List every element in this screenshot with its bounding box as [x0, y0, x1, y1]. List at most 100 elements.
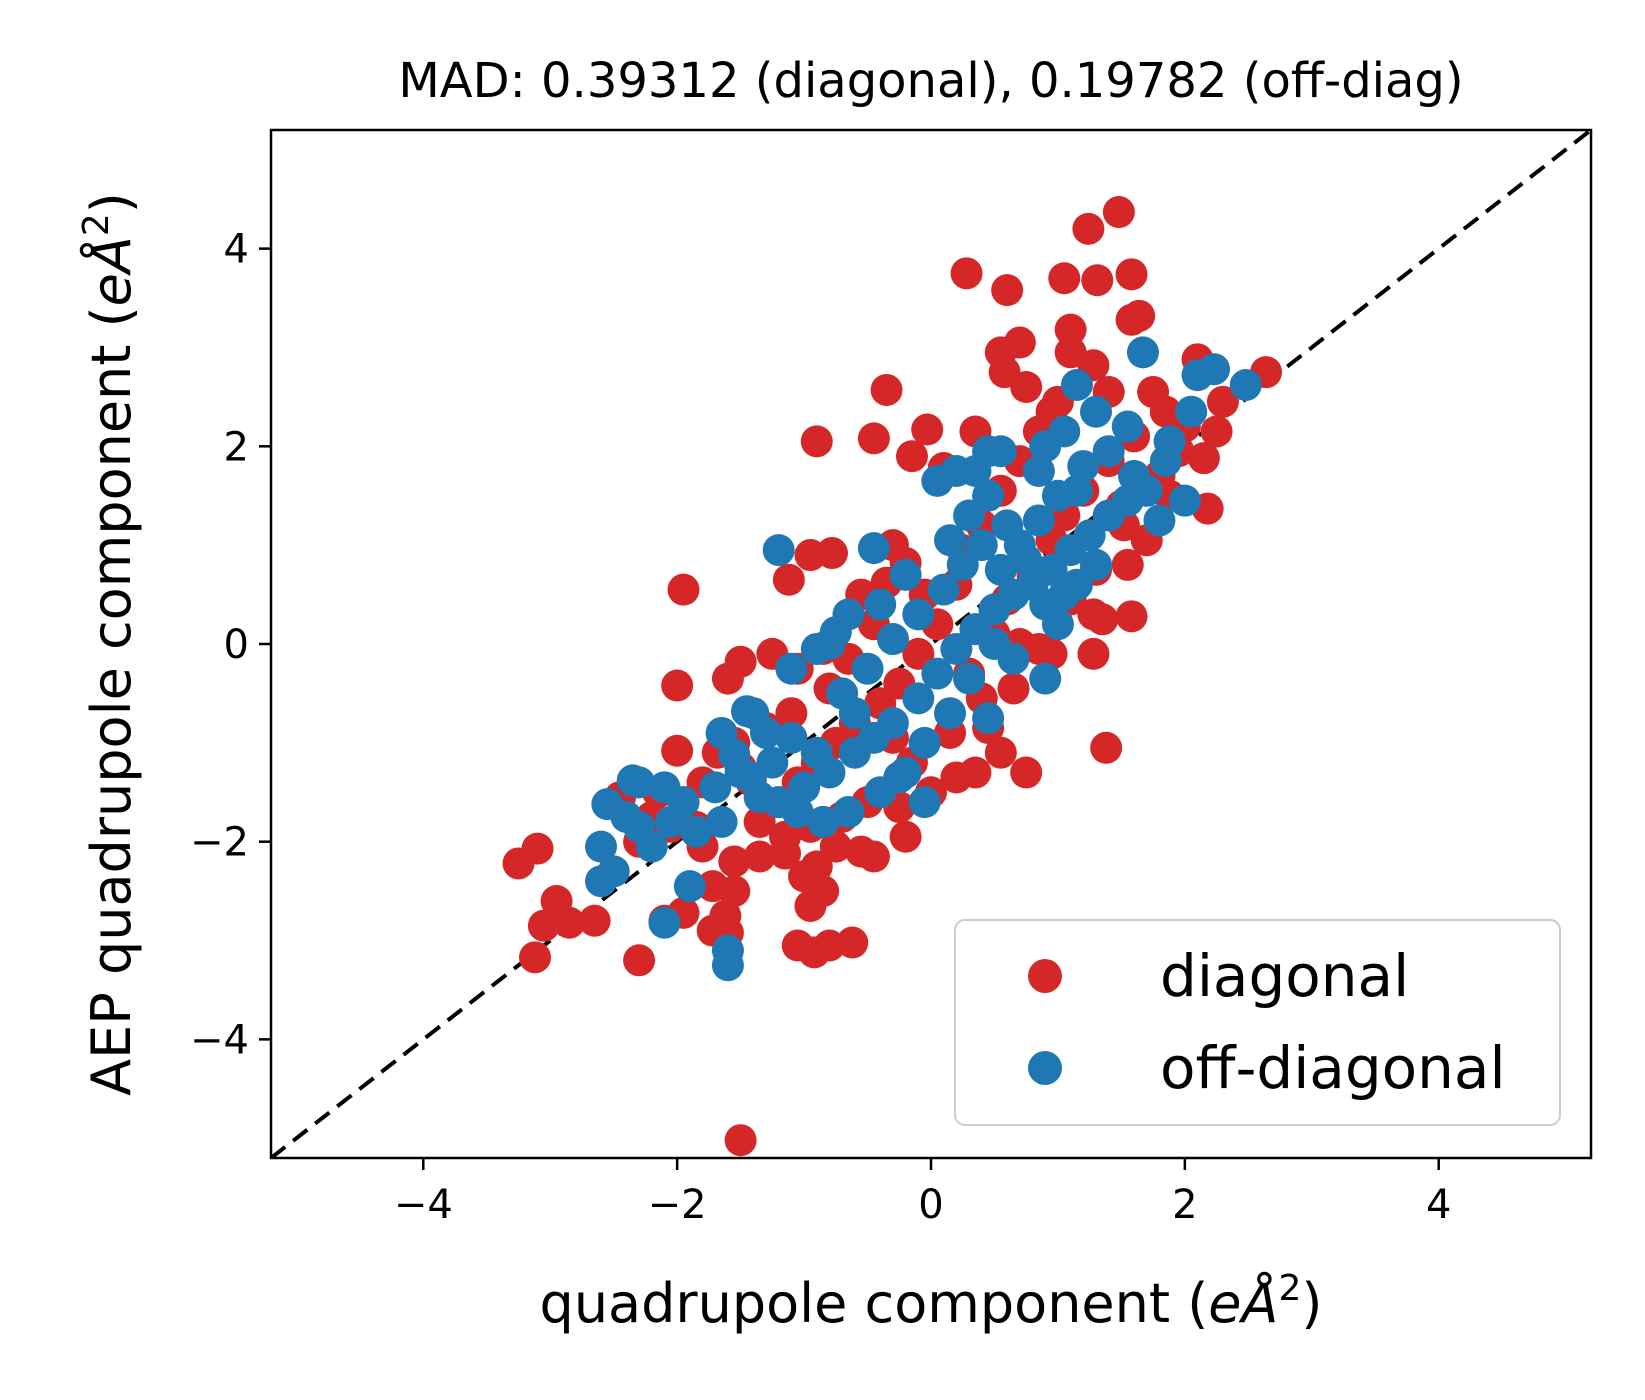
off-diagonal-point: [1143, 504, 1176, 537]
off-diagonal-point: [965, 529, 998, 562]
chart-title: MAD: 0.39312 (diagonal), 0.19782 (off-di…: [398, 53, 1463, 109]
off-diagonal-point: [724, 756, 757, 789]
y-tick-label: 4: [224, 227, 249, 273]
y-tick-label: 0: [224, 622, 249, 668]
off-diagonal-point: [851, 652, 884, 685]
y-tick-label: 2: [224, 424, 249, 470]
off-diagonal-point: [889, 558, 922, 591]
off-diagonal-point: [635, 830, 668, 863]
off-diagonal-point: [972, 702, 1005, 735]
off-diagonal-point: [902, 598, 935, 631]
off-diagonal-point: [1022, 455, 1055, 488]
off-diagonal-point: [1029, 430, 1062, 463]
y-axis-label-text: AEP quadrupole component (: [80, 306, 143, 1096]
diagonal-point: [1077, 598, 1110, 631]
diagonal-point: [1072, 212, 1105, 245]
diagonal-point: [743, 805, 776, 838]
off-diagonal-point: [934, 697, 967, 730]
off-diagonal-point: [940, 632, 973, 665]
off-diagonal-point: [1080, 548, 1112, 581]
diagonal-point: [1123, 299, 1156, 332]
diagonal-point: [911, 413, 944, 446]
off-diagonal-point: [585, 865, 617, 898]
x-axis-label: quadrupole component (eÅ2): [540, 1268, 1323, 1335]
off-diagonal-point: [984, 435, 1017, 468]
off-diagonal-point: [762, 534, 795, 567]
off-diagonal-point: [673, 870, 706, 903]
off-diagonal-point: [857, 532, 890, 565]
off-diagonal-point: [908, 726, 941, 759]
diagonal-point: [718, 875, 751, 908]
off-diagonal-point: [921, 464, 954, 497]
diagonal-point: [772, 563, 805, 596]
x-axis-label-close: ): [1301, 1272, 1322, 1335]
off-diagonal-point: [921, 657, 954, 690]
diagonal-point: [991, 274, 1024, 307]
diagonal-point: [1003, 326, 1036, 359]
x-tick-label: 2: [1172, 1182, 1197, 1228]
diagonal-point: [1090, 731, 1123, 764]
diagonal-point: [1200, 415, 1233, 448]
off-diagonal-point: [800, 736, 833, 769]
x-axis-label-text: quadrupole component (: [540, 1272, 1209, 1335]
diagonal-point: [623, 944, 656, 977]
legend-label-off-diagonal: off-diagonal: [1160, 1034, 1506, 1102]
diagonal-point: [1081, 264, 1114, 297]
diagonal-point: [950, 257, 983, 290]
off-diagonal-point: [972, 479, 1005, 512]
off-diagonal-point: [876, 623, 909, 656]
off-diagonal-point: [1003, 529, 1036, 562]
diagonal-point: [1010, 756, 1043, 789]
off-diagonal-point: [1022, 504, 1055, 537]
off-diagonal-point: [756, 746, 789, 779]
off-diagonal-point: [705, 805, 738, 838]
off-diagonal-point: [1060, 474, 1093, 507]
off-diagonal-point: [781, 796, 814, 829]
off-diagonal-point: [1029, 662, 1062, 695]
off-diagonal-point: [1175, 395, 1208, 428]
off-diagonal-point: [1060, 369, 1093, 402]
diagonal-point: [1077, 637, 1110, 670]
diagonal-point: [743, 840, 776, 873]
off-diagonal-point: [934, 524, 967, 557]
legend-marker-diagonal: [1028, 959, 1062, 993]
diagonal-point: [1010, 371, 1043, 403]
diagonal-point: [902, 637, 935, 670]
off-diagonal-point: [680, 815, 713, 848]
diagonal-point: [1022, 632, 1055, 665]
off-diagonal-point: [711, 949, 744, 982]
diagonal-point: [1206, 385, 1239, 418]
diagonal-point: [1054, 313, 1087, 346]
diagonal-point: [807, 875, 840, 908]
off-diagonal-point: [1041, 608, 1074, 641]
off-diagonal-point: [1229, 369, 1262, 402]
off-diagonal-point: [902, 682, 935, 715]
off-diagonal-point: [1067, 450, 1100, 483]
off-diagonal-point: [1118, 459, 1151, 492]
y-axis-label: AEP quadrupole component (eÅ2): [76, 192, 143, 1096]
diagonal-point: [819, 830, 852, 863]
off-diagonal-point: [750, 716, 782, 749]
y-axis-label-superscript: 2: [76, 213, 117, 236]
x-axis: −4 −2 0 2 4: [394, 1158, 1451, 1228]
diagonal-point: [816, 537, 848, 570]
off-diagonal-point: [864, 588, 897, 621]
diagonal-point: [1115, 600, 1148, 633]
diagonal-point: [519, 941, 551, 974]
y-tick-label: −4: [190, 1017, 249, 1063]
x-axis-label-unit: eÅ: [1208, 1271, 1278, 1335]
x-axis-label-superscript: 2: [1278, 1268, 1301, 1309]
diagonal-point: [800, 850, 833, 883]
plot-area: [269, 128, 1593, 1160]
off-diagonal-point: [838, 697, 871, 730]
off-diagonal-point: [1080, 395, 1112, 428]
diagonal-point: [661, 669, 694, 702]
off-diagonal-point: [699, 771, 732, 804]
y-tick-label: −2: [190, 820, 249, 866]
off-diagonal-point: [743, 781, 776, 814]
off-diagonal-point: [908, 786, 941, 819]
off-diagonal-point: [610, 800, 643, 833]
diagonal-point: [800, 425, 833, 458]
diagonal-point: [1048, 262, 1081, 295]
